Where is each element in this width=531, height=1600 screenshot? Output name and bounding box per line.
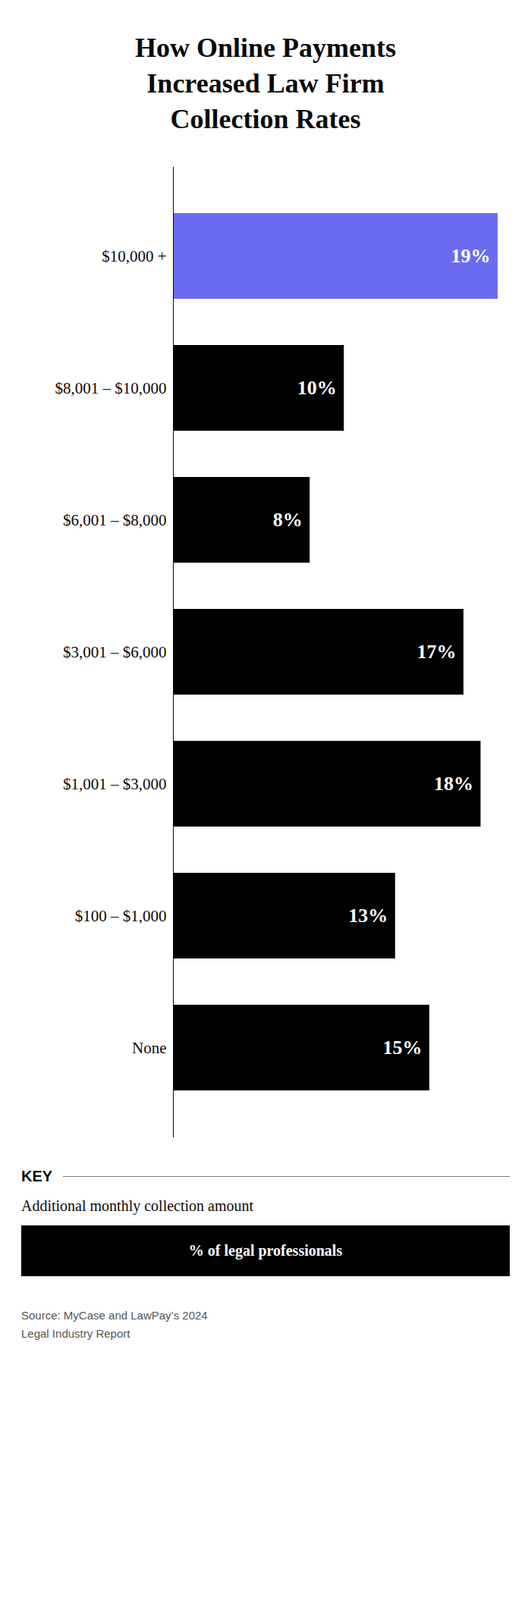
svg-text:$3,001 – $6,000: $3,001 – $6,000 <box>62 643 167 662</box>
svg-text:$100 – $1,000: $100 – $1,000 <box>75 907 167 926</box>
html-text:KEY: KEY <box>21 1168 53 1186</box>
html-text:Additional monthly collection: Additional monthly collection amount <box>21 1198 254 1215</box>
svg-text:None: None <box>131 1039 167 1058</box>
svg-text:8%: 8% <box>273 509 303 532</box>
svg-text:13%: 13% <box>348 905 388 928</box>
svg-text:$1,001 – $3,000: $1,001 – $3,000 <box>62 775 167 794</box>
html-text:Source: MyCase and LawPay’s 20: Source: MyCase and LawPay’s 2024 Legal I… <box>21 1309 208 1341</box>
svg-text:19%: 19% <box>451 245 491 268</box>
svg-text:$8,001 – $10,000: $8,001 – $10,000 <box>55 379 167 398</box>
svg-text:10%: 10% <box>297 377 337 400</box>
svg-text:17%: 17% <box>416 641 456 664</box>
html-text:% of legal professionals: % of legal professionals <box>188 1242 343 1260</box>
svg-text:18%: 18% <box>433 773 474 796</box>
svg-text:$10,000 +: $10,000 + <box>101 247 167 266</box>
svg-text:15%: 15% <box>382 1037 422 1060</box>
svg-text:$6,001 – $8,000: $6,001 – $8,000 <box>62 511 167 530</box>
html-text:How Online Payments Increased: How Online Payments Increased Law Firm C… <box>135 32 396 134</box>
